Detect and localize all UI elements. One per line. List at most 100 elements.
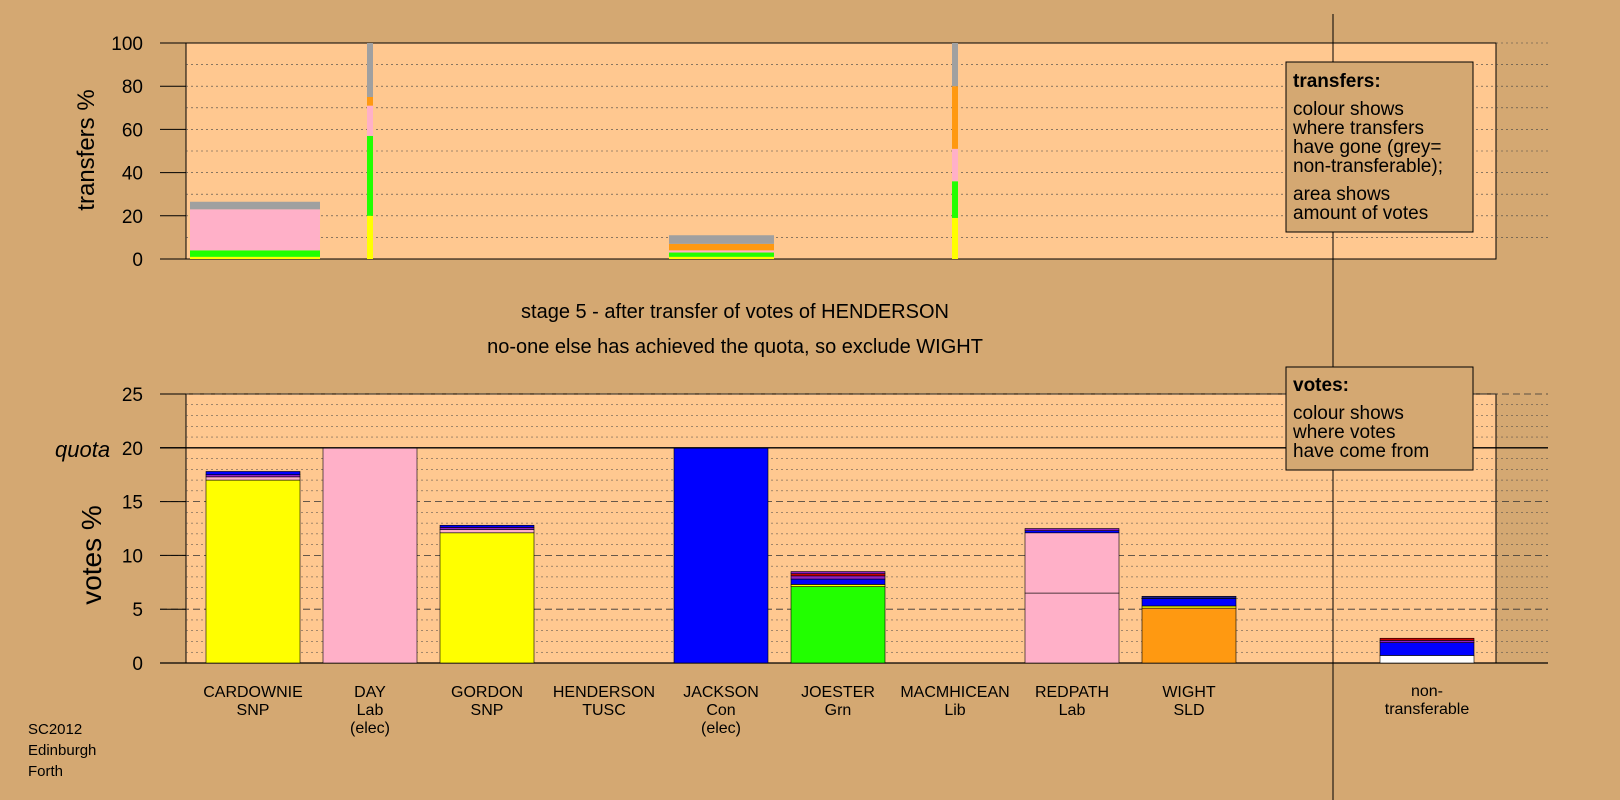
candidate-party: SNP	[471, 702, 504, 719]
transfer-segment	[190, 250, 320, 257]
nontransferable-label: transferable	[1385, 701, 1470, 718]
vote-segment	[1024, 532, 1120, 594]
vote-segment	[790, 571, 886, 574]
transfers-y-axis: 0 20 40 60 80 100	[111, 34, 186, 271]
vote-segment	[1379, 640, 1475, 643]
candidate-party: Lab	[357, 702, 384, 719]
vote-segment	[205, 479, 301, 664]
legend-line: where votes	[1292, 422, 1395, 443]
vote-segment	[673, 447, 769, 664]
candidate-name: REDPATH	[1035, 684, 1109, 701]
y-tick-label: 0	[132, 250, 143, 271]
votes-y-axis: 0 5 10 15 25 20	[122, 385, 186, 675]
transfer-segment	[669, 235, 774, 244]
transfer-segment	[669, 243, 774, 251]
legend-line: have come from	[1293, 441, 1429, 462]
transfer-segment	[367, 97, 373, 106]
transfer-segment	[367, 135, 373, 216]
y-tick-label: 0	[132, 654, 143, 675]
vote-segment	[439, 527, 535, 530]
transfer-segment	[190, 209, 320, 251]
y-tick-label: 60	[122, 120, 143, 141]
transfer-segment	[367, 105, 373, 136]
transfer-segment	[190, 201, 320, 210]
candidate-status: (elec)	[350, 720, 390, 737]
y-tick-label: 40	[122, 164, 143, 185]
legend-line: have gone (grey=	[1293, 137, 1441, 158]
votes-legend-box	[1285, 366, 1474, 471]
transfer-segment	[669, 250, 774, 253]
transfer-segment	[952, 86, 958, 149]
vote-segment	[1141, 605, 1237, 609]
y-tick-label: 25	[122, 385, 143, 406]
votes-legend-title: votes:	[1293, 375, 1349, 396]
candidate-name: MACMHICEAN	[900, 684, 1009, 701]
footer-info: SC2012 Edinburgh Forth	[28, 721, 96, 780]
candidate-party: Lab	[1059, 702, 1086, 719]
legend-line: area shows	[1293, 184, 1390, 205]
vote-segment	[790, 573, 886, 577]
y-tick-label: 15	[122, 493, 143, 514]
legend-line: colour shows	[1293, 403, 1404, 424]
transfer-segment	[190, 256, 320, 259]
legend-line: where transfers	[1292, 118, 1424, 139]
candidate-name: GORDON	[451, 684, 523, 701]
legend-line: colour shows	[1293, 99, 1404, 120]
transfer-segment	[952, 181, 958, 218]
candidate-party: SLD	[1173, 702, 1204, 719]
vote-segment	[439, 524, 535, 528]
transfer-segment	[952, 43, 958, 87]
vote-segment	[205, 474, 301, 478]
candidate-name: JACKSON	[683, 684, 759, 701]
transfers-bars	[190, 43, 958, 259]
candidate-name: WIGHT	[1162, 684, 1216, 701]
y-tick-label: 5	[132, 600, 143, 621]
transfers-legend-box	[1285, 61, 1474, 233]
candidate-name: CARDOWNIE	[203, 684, 303, 701]
vote-segment	[1141, 598, 1237, 607]
legend-line: amount of votes	[1293, 203, 1428, 224]
vote-segment	[1379, 655, 1475, 664]
vote-segment	[439, 532, 535, 664]
vote-segment	[1141, 595, 1237, 599]
candidate-name: JOESTER	[801, 684, 875, 701]
candidate-party: Lib	[944, 702, 965, 719]
y-tick-label: 20	[122, 439, 143, 460]
vote-segment	[1024, 528, 1120, 531]
y-tick-label: 100	[111, 34, 143, 55]
transfer-segment	[367, 215, 373, 259]
votes-bars	[160, 447, 1548, 664]
vote-segment	[790, 578, 886, 585]
vote-segment	[205, 471, 301, 475]
vote-segment	[322, 447, 418, 664]
footer-line: SC2012	[28, 721, 82, 738]
transfers-legend-title: transfers:	[1293, 71, 1381, 92]
transfer-segment	[669, 252, 774, 257]
transfer-segment	[669, 256, 774, 259]
footer-line: Forth	[28, 763, 63, 780]
vote-segment	[790, 586, 886, 664]
action-text: no-one else has achieved the quota, so e…	[487, 336, 983, 358]
vote-segment	[1379, 642, 1475, 656]
y-tick-label: 80	[122, 77, 143, 98]
vote-segment	[1379, 637, 1475, 641]
candidate-party: TUSC	[582, 702, 626, 719]
candidate-status: (elec)	[701, 720, 741, 737]
y-tick-label: 10	[122, 546, 143, 567]
candidate-party: Grn	[825, 702, 852, 719]
vote-segment	[1024, 530, 1120, 534]
vote-segment	[790, 575, 886, 580]
y-tick-label: 20	[122, 207, 143, 228]
stage-text: stage 5 - after transfer of votes of HEN…	[521, 301, 949, 323]
vote-segment	[790, 584, 886, 587]
candidate-party: SNP	[237, 702, 270, 719]
vote-segment	[205, 476, 301, 481]
vote-segment	[439, 529, 535, 534]
legend-line: non-transferable);	[1293, 156, 1443, 177]
transfer-segment	[952, 217, 958, 259]
